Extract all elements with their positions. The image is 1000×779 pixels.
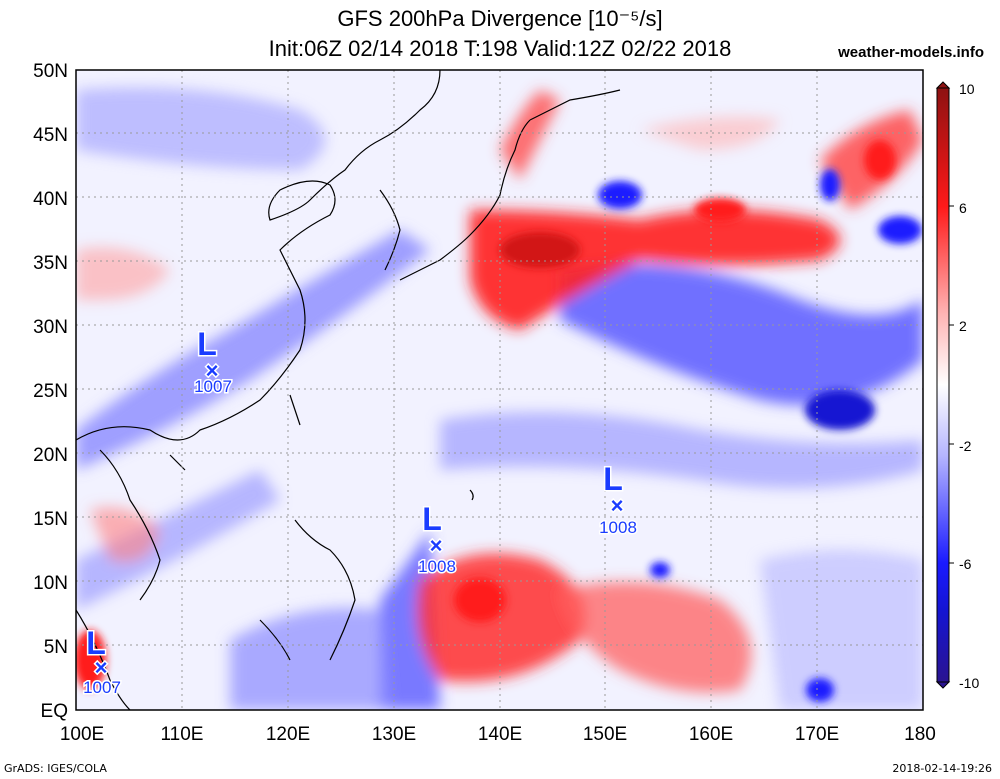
colorbar-tick: -10	[959, 675, 979, 691]
lat-label: 40N	[33, 189, 68, 210]
lon-label: 110E	[161, 724, 204, 745]
lat-label: 15N	[33, 509, 68, 530]
footer-timestamp: 2018-02-14-19:26	[892, 762, 992, 775]
lat-labels: 50N 45N 40N 35N 30N 25N 20N 15N 10N 5N E…	[33, 61, 68, 722]
low-center-mark: ×	[430, 533, 443, 558]
lon-label: 120E	[266, 724, 310, 745]
divergence-field	[76, 70, 923, 710]
map-title: GFS 200hPa Divergence [10⁻⁵/s]	[337, 6, 663, 31]
low-letter: L	[422, 501, 442, 537]
low-marker: L × 1008	[417, 500, 458, 578]
lon-label: 160E	[689, 724, 733, 745]
map-frame	[75, 69, 924, 711]
colorbar: 10 6 2 -2 -6 -10	[935, 81, 979, 691]
lon-label: 100E	[60, 724, 104, 745]
map-subtitle: Init:06Z 02/14 2018 T:198 Valid:12Z 02/2…	[268, 36, 732, 61]
low-pressure-value: 1008	[418, 557, 456, 576]
low-center-mark: ×	[206, 358, 219, 383]
colorbar-tick: 10	[959, 81, 975, 97]
footer-credit: GrADS: IGES/COLA	[4, 762, 107, 775]
lat-label: 25N	[33, 381, 68, 402]
lon-label: 150E	[583, 724, 627, 745]
low-letter: L	[603, 461, 623, 497]
low-marker: L × 1008	[598, 460, 639, 539]
low-letter: L	[197, 326, 217, 362]
site-credit: weather-models.info	[838, 44, 984, 61]
colorbar-tick: 6	[959, 200, 967, 216]
low-center-mark: ×	[611, 493, 624, 518]
lat-label: 30N	[33, 317, 68, 338]
colorbar-tick: -2	[959, 438, 972, 454]
colorbar-tick: 2	[959, 318, 967, 334]
lat-lon-grid	[76, 70, 923, 710]
low-pressure-value: 1008	[599, 518, 637, 537]
low-pressure-value: 1007	[194, 377, 232, 396]
lat-label: 10N	[33, 573, 68, 594]
lat-label: 20N	[33, 445, 68, 466]
lat-label: 45N	[33, 125, 68, 146]
low-marker: L × 1007	[82, 624, 123, 699]
colorbar-tick: -6	[959, 556, 972, 572]
lat-label: 50N	[33, 61, 68, 82]
low-marker: L × 1007	[193, 325, 234, 398]
lon-label: 170E	[795, 724, 839, 745]
low-pressure-value: 1007	[83, 678, 121, 697]
lat-label: EQ	[41, 701, 68, 722]
lat-label: 35N	[33, 253, 68, 274]
lon-label: 180	[904, 724, 936, 745]
low-pressure-markers: L × 1007 L × 1008 L × 1008 L × 1007	[82, 325, 639, 699]
lat-label: 5N	[44, 637, 68, 658]
low-letter: L	[86, 625, 106, 661]
lon-label: 130E	[372, 724, 416, 745]
lon-label: 140E	[478, 724, 522, 745]
lon-labels: 100E 110E 120E 130E 140E 150E 160E 170E …	[60, 724, 936, 745]
low-center-mark: ×	[95, 655, 108, 680]
coastlines	[76, 70, 621, 710]
